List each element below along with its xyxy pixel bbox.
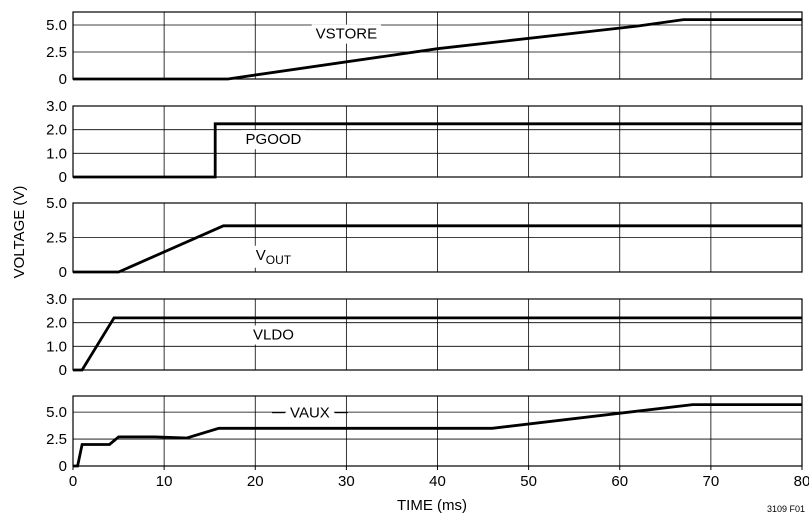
- panel-vstore: 0 2.5 5.0 VSTORE: [46, 11, 803, 88]
- panel-frame: [72, 105, 803, 178]
- y-tick-label: 0: [59, 71, 67, 88]
- trace-label-vldo: VLDO: [253, 327, 294, 344]
- x-tick-label: 80: [794, 473, 809, 490]
- y-tick-label: 2.5: [46, 230, 67, 247]
- trace-label-vaux: VAUX: [290, 405, 330, 422]
- y-axis-label: VOLTAGE (V): [11, 186, 28, 279]
- series-line-vaux: [73, 403, 802, 468]
- trace-label-pgood: PGOOD: [246, 131, 302, 148]
- y-tick-label: 0: [59, 264, 67, 281]
- x-tick-label: 20: [247, 473, 264, 490]
- label-backdrop: [286, 403, 334, 423]
- label-backdrop: [311, 24, 382, 44]
- label-backdrop: [251, 245, 296, 268]
- x-tick-label: 60: [611, 473, 628, 490]
- x-tick-label: 0: [69, 473, 77, 490]
- x-axis-label: TIME (ms): [397, 497, 467, 514]
- panel-vaux: 0 2.5 5.0 VAUX 0 10 20 30 40 50 60 70 80: [46, 395, 809, 490]
- y-tick-label: 2.5: [46, 44, 67, 61]
- y-tick-label: 1.0: [46, 145, 67, 162]
- panel-pgood: 0 1.0 2.0 3.0 PGOOD: [46, 98, 803, 186]
- figure-id: 3109 F01: [767, 504, 805, 514]
- trace-label-vstore: VSTORE: [316, 26, 377, 43]
- x-tick-label: 70: [703, 473, 720, 490]
- y-tick-label: 5.0: [46, 195, 67, 212]
- y-tick-label: 1.0: [46, 338, 67, 355]
- series-line-vldo: [73, 316, 802, 372]
- panels-layer: 02.55.0VSTORE01.02.03.0PGOOD02.55.0VOUT0…: [46, 11, 809, 490]
- label-backdrop: [241, 130, 306, 150]
- y-tick-label: 0: [59, 458, 67, 475]
- y-tick-label: 0: [59, 169, 67, 186]
- x-tick-label: 50: [520, 473, 537, 490]
- series-line-vstore: [73, 18, 802, 81]
- y-tick-label: 3.0: [46, 291, 67, 308]
- panel-frame: [72, 11, 803, 80]
- x-tick-label: 10: [156, 473, 173, 490]
- panel-frame: [72, 298, 803, 371]
- label-backdrop: [249, 325, 298, 345]
- panel-vldo: 0 1.0 2.0 3.0 VLDO: [46, 291, 803, 379]
- y-tick-label: 2.0: [46, 315, 67, 332]
- y-tick-label: 2.5: [46, 431, 67, 448]
- series-line-pgood: [73, 122, 802, 179]
- x-tick-label: 30: [338, 473, 355, 490]
- y-tick-label: 0: [59, 362, 67, 379]
- series-line-vout: [73, 224, 802, 274]
- trace-label-subscript: OUT: [266, 253, 292, 267]
- y-tick-label: 5.0: [46, 404, 67, 421]
- panel-frame: [72, 202, 803, 273]
- x-tick-label: 40: [429, 473, 446, 490]
- y-tick-label: 3.0: [46, 98, 67, 115]
- y-tick-label: 5.0: [46, 17, 67, 34]
- y-tick-label: 2.0: [46, 122, 67, 139]
